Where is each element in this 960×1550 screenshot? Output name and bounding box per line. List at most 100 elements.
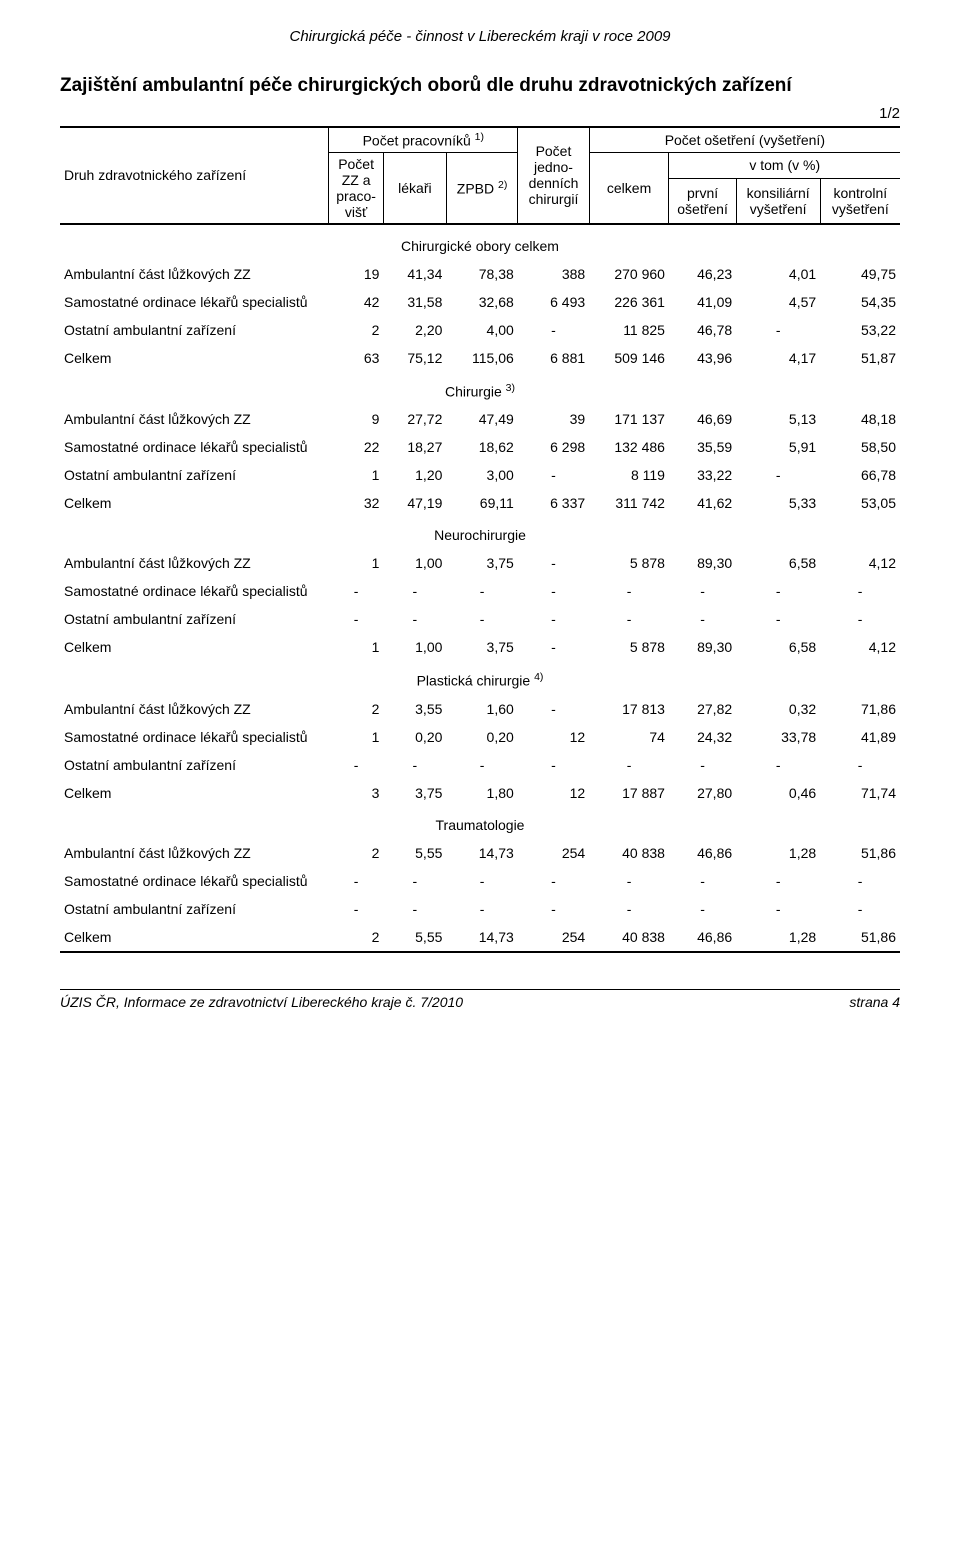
table-cell: 6,58 — [736, 633, 820, 661]
hdr-zpbd: ZPBD 2) — [446, 152, 517, 224]
table-cell: - — [518, 316, 589, 344]
table-cell: 58,50 — [820, 433, 900, 461]
table-cell: 6 337 — [518, 489, 589, 517]
row-label: Samostatné ordinace lékařů specialistů — [60, 867, 329, 895]
row-label: Celkem — [60, 633, 329, 661]
hdr-row-label: Druh zdravotnického zařízení — [60, 127, 329, 224]
table-cell: 5,91 — [736, 433, 820, 461]
table-cell: - — [518, 867, 589, 895]
table-cell: 3 — [329, 779, 384, 807]
table-cell: 27,80 — [669, 779, 736, 807]
table-cell: 41,09 — [669, 288, 736, 316]
table-cell: - — [736, 316, 820, 344]
table-cell: 5,55 — [383, 923, 446, 952]
row-label: Ambulantní část lůžkových ZZ — [60, 549, 329, 577]
table-cell: 2 — [329, 839, 384, 867]
table-cell: 43,96 — [669, 344, 736, 372]
row-label: Samostatné ordinace lékařů specialistů — [60, 723, 329, 751]
table-cell: 18,27 — [383, 433, 446, 461]
table-cell: 1 — [329, 723, 384, 751]
table-cell: 33,78 — [736, 723, 820, 751]
row-label: Samostatné ordinace lékařů specialistů — [60, 288, 329, 316]
table-cell: 1,00 — [383, 549, 446, 577]
table-cell: 35,59 — [669, 433, 736, 461]
row-label: Ostatní ambulantní zařízení — [60, 605, 329, 633]
table-cell: 2 — [329, 316, 384, 344]
table-cell: - — [383, 605, 446, 633]
table-cell: - — [820, 867, 900, 895]
table-cell: 5 878 — [589, 633, 669, 661]
table-cell: - — [589, 577, 669, 605]
row-label: Ostatní ambulantní zařízení — [60, 751, 329, 779]
table-cell: 1 — [329, 633, 384, 661]
table-cell: 41,34 — [383, 260, 446, 288]
section-title: Traumatologie — [60, 807, 900, 839]
table-cell: 6 881 — [518, 344, 589, 372]
row-label: Ambulantní část lůžkových ZZ — [60, 405, 329, 433]
hdr-first: první ošetření — [669, 178, 736, 223]
table-cell: 40 838 — [589, 923, 669, 952]
table-cell: - — [736, 605, 820, 633]
table-cell: 1 — [329, 461, 384, 489]
table-cell: 42 — [329, 288, 384, 316]
table-cell: 509 146 — [589, 344, 669, 372]
table-cell: 3,75 — [446, 549, 517, 577]
table-cell: 5 878 — [589, 549, 669, 577]
table-cell: 19 — [329, 260, 384, 288]
hdr-surgeries: Počet jedno- denních chirurgií — [518, 127, 589, 224]
table-cell: - — [736, 867, 820, 895]
table-cell: 4,00 — [446, 316, 517, 344]
hdr-pct: v tom (v %) — [669, 152, 900, 178]
table-cell: 22 — [329, 433, 384, 461]
table-cell: - — [736, 461, 820, 489]
table-cell: 46,69 — [669, 405, 736, 433]
table-cell: - — [736, 895, 820, 923]
table-cell: 18,62 — [446, 433, 517, 461]
row-label: Celkem — [60, 779, 329, 807]
table-cell: - — [518, 633, 589, 661]
table-cell: 1,00 — [383, 633, 446, 661]
hdr-treatments: Počet ošetření (vyšetření) — [589, 127, 900, 152]
table-cell: 1,28 — [736, 839, 820, 867]
table-cell: - — [518, 577, 589, 605]
table-cell: 89,30 — [669, 549, 736, 577]
hdr-cons: konsiliární vyšetření — [736, 178, 820, 223]
table-cell: 0,20 — [446, 723, 517, 751]
table-cell: - — [518, 751, 589, 779]
table-cell: 47,49 — [446, 405, 517, 433]
document-header: Chirurgická péče - činnost v Libereckém … — [60, 28, 900, 45]
table-cell: - — [446, 867, 517, 895]
table-cell: 78,38 — [446, 260, 517, 288]
table-cell: 11 825 — [589, 316, 669, 344]
table-cell: - — [329, 895, 384, 923]
table-cell: 71,86 — [820, 695, 900, 723]
table-cell: 171 137 — [589, 405, 669, 433]
table-cell: 39 — [518, 405, 589, 433]
table-cell: 270 960 — [589, 260, 669, 288]
table-cell: 48,18 — [820, 405, 900, 433]
table-cell: 47,19 — [383, 489, 446, 517]
table-cell: 5,33 — [736, 489, 820, 517]
table-cell: 54,35 — [820, 288, 900, 316]
table-cell: 69,11 — [446, 489, 517, 517]
table-cell: 0,46 — [736, 779, 820, 807]
table-cell: 41,62 — [669, 489, 736, 517]
row-label: Ostatní ambulantní zařízení — [60, 895, 329, 923]
table-cell: - — [446, 895, 517, 923]
table-cell: - — [518, 549, 589, 577]
hdr-total: celkem — [589, 152, 669, 224]
table-cell: 1,60 — [446, 695, 517, 723]
table-cell: - — [446, 577, 517, 605]
table-cell: 12 — [518, 723, 589, 751]
table-cell: 4,17 — [736, 344, 820, 372]
table-cell: 32,68 — [446, 288, 517, 316]
table-cell: - — [820, 605, 900, 633]
table-cell: 1,28 — [736, 923, 820, 952]
section-title: Chirurgické obory celkem — [60, 228, 900, 260]
table-cell: 3,55 — [383, 695, 446, 723]
table-cell: 17 887 — [589, 779, 669, 807]
table-cell: - — [669, 751, 736, 779]
table-cell: 46,78 — [669, 316, 736, 344]
row-label: Celkem — [60, 344, 329, 372]
table-cell: - — [736, 577, 820, 605]
